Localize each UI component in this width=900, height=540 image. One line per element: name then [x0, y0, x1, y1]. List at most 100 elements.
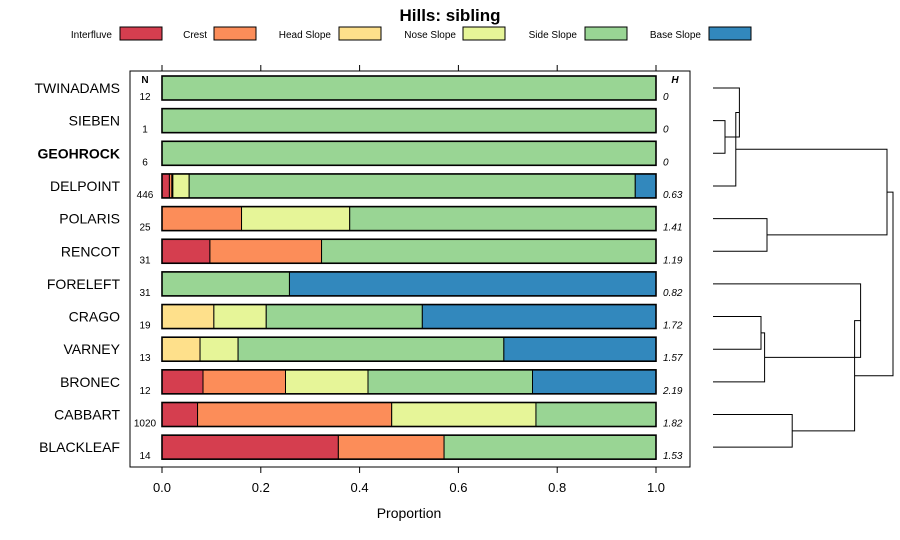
category-label-polaris: POLARIS	[59, 211, 120, 227]
x-tick-label: 1.0	[647, 480, 665, 495]
category-label-blackleaf: BLACKLEAF	[39, 439, 120, 455]
category-label-varney: VARNEY	[63, 341, 120, 357]
h-value-foreleft: 0.82	[663, 288, 683, 299]
dendrogram-link	[713, 414, 793, 448]
n-column-header: N	[141, 75, 148, 86]
category-label-geohrock: GEOHROCK	[38, 145, 120, 161]
h-value-blackleaf: 1.53	[663, 451, 683, 462]
legend-swatch-crest	[213, 26, 257, 41]
legend-label-crest: Crest	[183, 30, 207, 41]
n-value-varney: 13	[139, 353, 151, 364]
n-value-foreleft: 31	[139, 288, 151, 299]
bar-segment-cabbart-side-slope	[535, 402, 657, 427]
n-value-twinadams: 12	[139, 92, 151, 103]
category-label-foreleft: FORELEFT	[47, 276, 121, 292]
legend-label-nose-slope: Nose Slope	[404, 30, 456, 41]
bar-outline-bronec	[161, 369, 657, 395]
bar-segment-rencot-side-slope	[321, 238, 657, 264]
legend-swatch-interfluve	[119, 26, 163, 41]
bar-segment-rencot-crest	[209, 238, 323, 264]
n-value-sieben: 1	[142, 125, 148, 136]
dendrogram-link	[713, 111, 740, 187]
n-value-blackleaf: 14	[139, 451, 151, 462]
n-value-bronec: 12	[139, 386, 151, 397]
n-value-crago: 19	[139, 321, 151, 332]
bar-segment-geohrock-side-slope	[161, 140, 657, 166]
bar-segment-sieben-side-slope	[161, 108, 657, 134]
bar-outline-rencot	[161, 238, 657, 265]
h-value-cabbart: 1.82	[663, 419, 683, 430]
x-tick-label: 0.8	[548, 480, 566, 495]
bar-segment-twinadams-side-slope	[161, 75, 657, 101]
chart-title: Hills: sibling	[399, 6, 500, 25]
dendrogram-link	[713, 218, 768, 252]
h-value-polaris: 1.41	[663, 223, 682, 234]
h-value-varney: 1.57	[663, 353, 683, 364]
legend-label-side-slope: Side Slope	[529, 30, 578, 41]
h-value-bronec: 2.19	[662, 386, 683, 397]
h-value-twinadams: 0	[663, 92, 669, 103]
n-value-polaris: 25	[139, 223, 151, 234]
bar-segment-delpoint-side-slope	[188, 173, 636, 199]
n-value-geohrock: 6	[142, 157, 148, 168]
dendrogram-link	[735, 148, 888, 236]
dendrogram-link	[713, 316, 762, 350]
plot-frame	[129, 70, 691, 468]
dendrogram-link	[713, 120, 726, 154]
bar-segment-polaris-side-slope	[349, 206, 657, 232]
bar-outline-delpoint	[161, 173, 657, 199]
bar-segment-polaris-nose-slope	[241, 206, 351, 232]
legend: Interfluve Crest Head Slope Nose Slope Side …	[71, 26, 752, 41]
bar-segment-foreleft-side-slope	[161, 271, 290, 297]
bar-segment-blackleaf-interfluve	[161, 434, 339, 460]
bar-segment-bronec-nose-slope	[285, 369, 369, 395]
bar-segment-foreleft-base-slope	[288, 271, 657, 297]
bar-segment-bronec-side-slope	[367, 369, 533, 395]
dendrogram-link	[713, 283, 862, 358]
bar-outline-sieben	[161, 107, 657, 134]
bar-segment-bronec-interfluve	[161, 369, 204, 395]
legend-label-head-slope: Head Slope	[279, 30, 332, 41]
x-tick-label: 0.2	[252, 480, 270, 495]
bar-outline-twinadams	[161, 75, 657, 101]
category-label-cabbart: CABBART	[54, 407, 120, 423]
bar-outline-cabbart	[161, 401, 657, 428]
bar-segment-varney-base-slope	[503, 336, 657, 362]
bar-outline-geohrock	[161, 140, 657, 167]
x-tick-label: 0.0	[153, 480, 171, 495]
legend-swatch-side-slope	[584, 26, 628, 41]
x-tick-label: 0.4	[351, 480, 369, 495]
bar-outline-foreleft	[161, 271, 657, 297]
bar-outline-polaris	[161, 205, 657, 232]
bar-segment-crago-side-slope	[265, 304, 423, 330]
bar-segment-blackleaf-crest	[337, 434, 445, 460]
x-axis-label: Proportion	[377, 505, 442, 521]
bar-segment-varney-head-slope	[161, 336, 201, 362]
bar-segment-crago-base-slope	[421, 304, 657, 330]
dendrogram-link	[854, 191, 894, 377]
bar-outline-blackleaf	[161, 434, 657, 460]
bar-segment-crago-head-slope	[161, 304, 215, 330]
category-label-rencot: RENCOT	[61, 243, 121, 259]
h-value-sieben: 0	[663, 125, 669, 136]
bar-segment-cabbart-nose-slope	[391, 402, 537, 427]
category-label-sieben: SIEBEN	[69, 113, 120, 129]
category-label-delpoint: DELPOINT	[50, 178, 120, 194]
n-value-rencot: 31	[139, 255, 151, 266]
bar-segment-varney-nose-slope	[199, 336, 239, 362]
dendrogram-link	[713, 332, 766, 383]
bar-outline-varney	[161, 336, 657, 363]
bar-segment-delpoint-base-slope	[634, 173, 657, 199]
legend-label-interfluve: Interfluve	[71, 30, 113, 41]
category-label-crago: CRAGO	[69, 309, 120, 325]
h-value-rencot: 1.19	[663, 255, 683, 266]
bar-segment-delpoint-nose-slope	[172, 173, 190, 199]
bar-segment-rencot-interfluve	[161, 238, 211, 264]
dendrogram	[713, 87, 894, 448]
n-value-delpoint: 446	[137, 190, 154, 201]
legend-label-base-slope: Base Slope	[650, 30, 702, 41]
x-tick-label: 0.6	[449, 480, 467, 495]
h-value-crago: 1.72	[663, 321, 683, 332]
